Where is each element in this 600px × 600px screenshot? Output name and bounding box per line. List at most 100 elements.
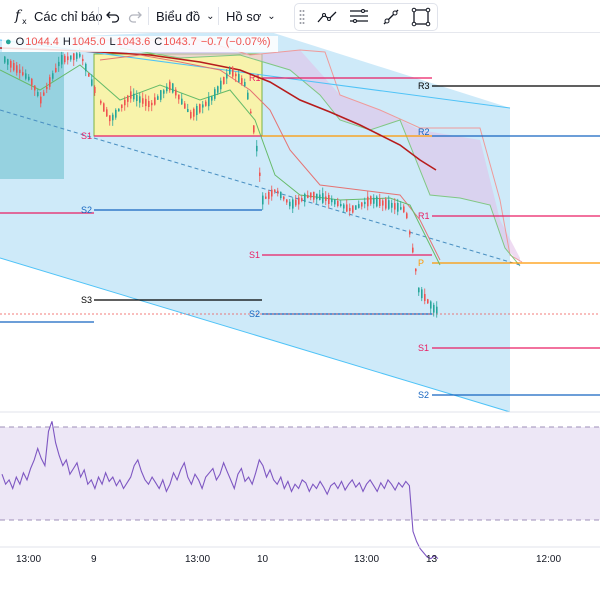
candle-body [136,95,138,101]
label-s1: S1 [418,343,429,353]
candle-body [100,100,102,104]
fib-retracement-icon[interactable] [349,7,369,27]
templates-dropdown[interactable]: Hồ sơ ⌄ [226,4,276,28]
label-s1: S1 [249,250,260,260]
candle-body [328,195,330,204]
candle-body [418,287,420,293]
chevron-down-icon: ⌄ [267,10,276,22]
candle-body [28,76,30,81]
candle-body [376,196,378,207]
candle-body [250,111,252,114]
candle-body [295,199,297,206]
candle-body [313,191,315,200]
candle-body [274,189,276,192]
candle-body [205,101,207,106]
candle-body [127,95,129,102]
ma-dark-red [0,47,437,171]
candle-body [157,96,159,100]
candle-body [226,73,228,79]
top-toolbar: f x Các chỉ báo Biểu đồ ⌄ Hồ sơ ⌄ [0,0,600,33]
chart-type-label: Biểu đồ [156,8,201,24]
candle-body [232,67,234,77]
candle-body [10,60,12,68]
label-r1: R1 [418,211,430,221]
candle-body [139,96,141,103]
brush-icon[interactable] [381,7,401,27]
candle-body [265,196,267,199]
candle-body [430,301,432,309]
candle-body [91,79,93,86]
candle-body [427,299,429,304]
undo-button[interactable] [106,4,120,28]
candle-body [19,69,21,74]
candle-body [193,108,195,117]
candle-body [13,63,15,71]
candle-body [367,196,369,207]
pivot-labels: R1 R3 S1 R2 S2 R1 S1 P S3 S2 S1 S2 [81,73,430,400]
x-tick: 9 [91,554,97,565]
candle-body [358,204,360,208]
candle-body [436,306,438,314]
candle-body [184,103,186,109]
candle-body [382,200,384,206]
candle-body [106,109,108,117]
candle-body [196,105,198,116]
high-value: 1045.0 [71,36,106,48]
redo-button[interactable] [128,4,142,28]
candle-body [199,104,201,113]
candle-body [190,111,192,119]
chart-type-dropdown[interactable]: Biểu đồ ⌄ [156,4,214,28]
candle-body [322,193,324,203]
candle-body [307,195,309,198]
indicators-button[interactable]: f x Các chỉ báo [14,4,103,28]
candle-body [112,114,114,121]
undo-icon [106,11,120,23]
label-r3: R3 [418,81,430,91]
rsi-line [1,421,439,560]
drag-handle-icon[interactable] [299,9,305,25]
candle-body [397,202,399,212]
candle-body [16,65,18,73]
candle-body [364,201,366,205]
candle-body [130,91,132,99]
high-key: H [62,36,71,48]
candle-body [202,104,204,108]
label-r2: R2 [418,127,430,137]
candle-body [385,198,387,209]
svg-text:x: x [22,17,27,25]
candle-body [67,56,69,61]
cloud-edge-top [98,39,523,263]
x-tick: 13 [426,554,438,565]
candle-body [409,231,411,235]
candle-body [325,196,327,201]
candle-body [46,86,48,90]
label-s3: S3 [81,295,92,305]
candle-body [166,86,168,92]
candle-body [64,55,66,63]
candle-body [187,108,189,113]
candle-body [349,207,351,212]
candle-body [52,73,54,79]
rectangle-icon[interactable] [411,7,431,27]
candle-body [61,55,63,65]
x-tick: 13:00 [354,554,379,565]
candle-body [94,87,96,93]
candle-body [316,193,318,200]
candle-body [283,196,285,200]
ichimoku-cloud [98,40,520,262]
candle-body [7,59,9,65]
candle-body [142,98,144,104]
candle-body [346,204,348,212]
toolbar-separator [98,7,99,25]
candle-body [301,198,303,201]
trend-line-icon[interactable] [317,7,337,27]
candle-body [160,90,162,100]
ma-green [0,64,441,266]
x-tick: 12:00 [536,554,561,565]
x-tick: 10 [257,554,269,565]
candle-body [256,145,258,152]
candle-body [49,77,51,87]
candle-body [355,205,357,210]
candle-body [169,81,171,91]
